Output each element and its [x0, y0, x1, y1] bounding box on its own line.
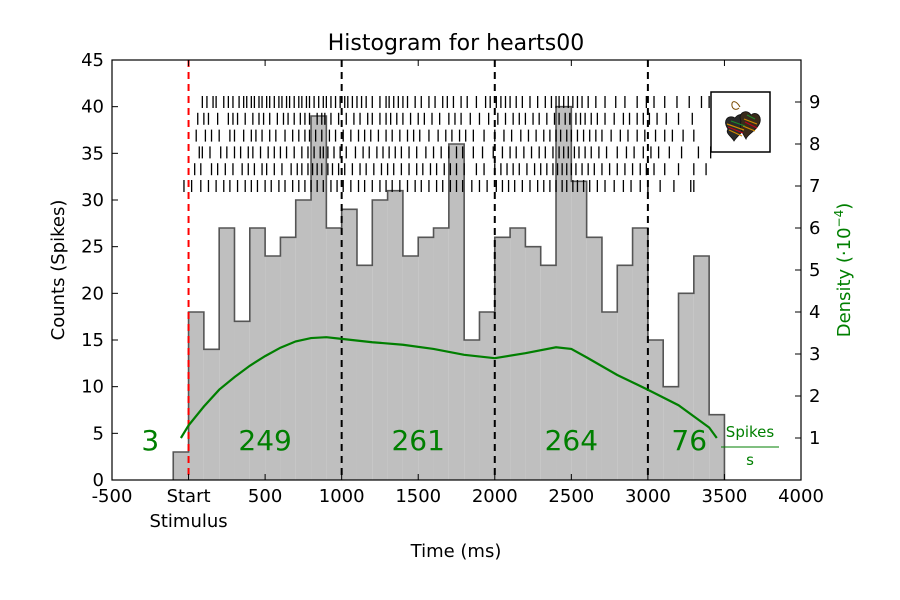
histogram-bar-31 [647, 340, 664, 480]
axes: -500 Start 500 1000 1500 2000 2500 3000 3500 4000… [81, 50, 824, 532]
histogram-bar-30 [632, 228, 648, 480]
x-tick-label-8: 3500 [702, 486, 748, 507]
histogram-bar-24 [540, 265, 557, 480]
histogram-bar-12 [356, 265, 373, 480]
y-right-tick-label-3: 4 [809, 302, 820, 323]
segment-count-label-1: 249 [238, 424, 291, 457]
heart-stimulus-icon [725, 101, 761, 142]
density-unit-denominator: s [746, 451, 754, 469]
y-tick-label-2: 10 [81, 377, 104, 398]
plot-area: 3 249 261 264 76 Spikes s [141, 60, 779, 481]
y-right-tick-label-6: 7 [809, 176, 820, 197]
density-curve [179, 336, 718, 439]
y-right-tick-label-2: 3 [809, 344, 820, 365]
y-tick-label-7: 35 [81, 143, 104, 164]
histogram-bar-25 [556, 106, 572, 481]
y-right-tick-label-1: 2 [809, 386, 820, 407]
histogram-bar-17 [433, 228, 449, 480]
histogram-bar-15 [402, 256, 419, 480]
histogram-bar-27 [586, 237, 602, 480]
histogram-bar-4 [234, 321, 250, 480]
histogram-bar-32 [663, 386, 679, 480]
histogram-bar-2 [203, 349, 220, 480]
histogram-bar-23 [525, 246, 541, 480]
x-tick-label-4: 1500 [395, 486, 441, 507]
x-tick-label-1: Start [167, 486, 211, 507]
histogram-outline [172, 105, 726, 480]
x-tick-label-0: -500 [92, 486, 133, 507]
histogram-bar-18 [448, 144, 465, 480]
stimulus-icon-legend [710, 91, 771, 153]
histogram-bar-16 [418, 237, 434, 480]
segment-count-label-0: 3 [141, 424, 159, 457]
y-right-tick-label-7: 8 [809, 134, 820, 155]
y-tick-label-1: 5 [93, 423, 104, 444]
histogram-bar-7 [280, 237, 296, 480]
histogram-bar-29 [617, 265, 633, 480]
histogram-bar-6 [265, 256, 281, 480]
x-tick-label-9: 4000 [778, 486, 824, 507]
y-axis-label: Counts (Spikes) [48, 200, 69, 341]
y-right-tick-label-5: 6 [809, 218, 820, 239]
histogram-bar-13 [372, 200, 388, 480]
x-tick-label-5: 2000 [472, 486, 518, 507]
segment-count-label-2: 261 [391, 424, 444, 457]
x-tick-label-6: 2500 [548, 486, 594, 507]
y-tick-label-0: 0 [93, 470, 104, 491]
histogram-bar-9 [311, 116, 327, 480]
y-tick-label-8: 40 [81, 97, 104, 118]
histogram-bar-33 [678, 293, 694, 480]
density-unit-numerator: Spikes [726, 423, 775, 441]
y-tick-label-3: 15 [81, 330, 104, 351]
segment-count-label-3: 264 [545, 424, 598, 457]
y-tick-label-9: 45 [81, 50, 104, 71]
y-right-tick-label-8: 9 [809, 92, 820, 113]
right-axis-label: Density (·10−4) [832, 203, 855, 338]
x-axis-label: Time (ms) [410, 541, 502, 562]
histogram-bar-14 [387, 190, 403, 480]
y-tick-label-6: 30 [81, 190, 104, 211]
histogram-bar-19 [464, 340, 480, 480]
histogram-bar-5 [249, 228, 266, 480]
right-axis-label-close: ) [834, 203, 855, 210]
histogram-bar-1 [188, 312, 204, 480]
x-tick-label-7: 3000 [625, 486, 671, 507]
histogram-bar-0 [173, 452, 189, 480]
x-tick-label-3: 1000 [319, 486, 365, 507]
histogram-bar-28 [601, 312, 618, 480]
histogram-bar-21 [494, 237, 511, 480]
right-axis-label-name: Density [834, 269, 855, 338]
histogram-bar-20 [479, 312, 495, 480]
chart-title: Histogram for hearts00 [328, 31, 584, 56]
stimulus-tick-label: Stimulus [149, 511, 227, 532]
histogram-bar-3 [219, 228, 235, 480]
right-axis-label-factor: (·10 [834, 227, 855, 263]
right-axis-label-exponent: −4 [832, 210, 846, 228]
y-right-tick-label-4: 5 [809, 260, 820, 281]
histogram-bar-11 [341, 209, 357, 481]
segment-count-label-4: 76 [671, 424, 707, 457]
y-tick-label-5: 25 [81, 237, 104, 258]
histogram-bar-10 [326, 228, 342, 480]
x-tick-label-2: 500 [248, 486, 282, 507]
histogram-bar-26 [571, 181, 587, 481]
y-tick-label-4: 20 [81, 283, 104, 304]
y-right-tick-label-0: 1 [809, 428, 820, 449]
